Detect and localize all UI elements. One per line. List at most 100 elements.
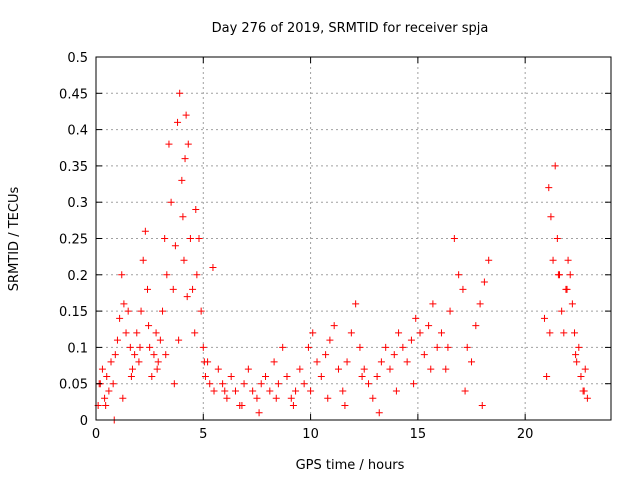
data-point — [390, 351, 398, 359]
data-point — [455, 271, 463, 279]
data-point — [150, 351, 158, 359]
data-point — [255, 409, 263, 417]
data-point — [442, 365, 450, 373]
plot-frame — [95, 56, 612, 421]
data-point — [210, 387, 218, 395]
y-tick-label: 0.25 — [59, 233, 88, 248]
data-point — [102, 401, 110, 409]
data-point — [145, 322, 153, 330]
data-point — [183, 293, 191, 301]
data-point — [551, 162, 559, 170]
data-point — [369, 394, 377, 402]
data-point — [107, 358, 115, 366]
data-point — [161, 235, 169, 242]
data-point — [373, 372, 381, 380]
y-axis-ticks: 0 0.05 0.1 0.15 0.2 0.25 0.3 0.35 0.4 0.45 0.5 — [59, 51, 611, 429]
data-point — [116, 314, 124, 322]
data-point — [317, 372, 325, 380]
data-point — [272, 394, 280, 402]
data-point — [313, 358, 321, 366]
data-point — [180, 256, 188, 264]
x-tick-label: 0 — [92, 427, 100, 442]
data-point — [577, 372, 585, 380]
data-point — [558, 307, 566, 315]
data-point — [386, 365, 394, 373]
data-point — [257, 380, 265, 388]
data-point — [240, 380, 248, 388]
data-point — [309, 329, 317, 337]
data-point — [159, 307, 167, 315]
data-point — [122, 329, 130, 337]
data-point — [113, 336, 121, 344]
data-point — [356, 343, 364, 351]
data-point — [169, 285, 177, 293]
data-point — [326, 336, 334, 344]
data-point — [307, 387, 315, 395]
data-point — [206, 380, 214, 388]
data-point — [98, 365, 106, 373]
data-point — [472, 322, 480, 330]
data-point — [437, 329, 445, 337]
data-point — [209, 264, 217, 272]
data-point — [427, 365, 435, 373]
data-point — [571, 329, 579, 337]
data-point — [186, 235, 194, 242]
data-point — [274, 380, 282, 388]
data-point — [410, 380, 418, 388]
data-point — [156, 336, 164, 344]
data-point — [105, 387, 113, 395]
data-point — [543, 372, 551, 380]
data-point — [459, 285, 467, 293]
data-point — [304, 343, 312, 351]
data-point — [545, 184, 553, 192]
data-point — [377, 358, 385, 366]
data-point — [119, 394, 127, 402]
data-point — [253, 394, 261, 402]
data-point — [334, 365, 342, 373]
data-point — [136, 343, 144, 351]
data-point — [360, 365, 368, 373]
data-point — [566, 271, 574, 279]
data-point — [167, 198, 175, 206]
x-tick-label: 5 — [199, 427, 207, 442]
y-tick-label: 0.5 — [67, 51, 88, 66]
data-point — [463, 343, 471, 351]
data-point — [296, 365, 304, 373]
data-point — [554, 271, 562, 279]
data-point — [446, 307, 454, 315]
data-point — [131, 351, 139, 359]
data-point — [126, 343, 134, 351]
x-axis-ticks: 0 5 10 15 20 — [92, 57, 533, 442]
data-point — [141, 227, 149, 235]
y-tick-label: 0.45 — [59, 87, 88, 102]
data-point — [573, 358, 581, 366]
y-tick-label: 0.15 — [59, 305, 88, 320]
data-point — [154, 358, 162, 366]
data-point — [197, 307, 205, 315]
data-point — [174, 118, 182, 126]
data-point — [124, 307, 132, 315]
grid-lines — [96, 57, 611, 420]
data-point — [244, 365, 252, 373]
data-points — [94, 89, 591, 424]
data-point — [444, 343, 452, 351]
data-point — [266, 387, 274, 395]
data-point — [111, 351, 119, 359]
data-point — [341, 401, 349, 409]
data-point — [547, 213, 555, 221]
data-point — [300, 380, 308, 388]
data-point — [347, 329, 355, 337]
data-point — [135, 358, 143, 366]
y-axis-label: SRMTID / TECUs — [7, 187, 22, 292]
data-point — [429, 300, 437, 308]
data-point — [200, 358, 208, 366]
data-point — [583, 394, 591, 402]
data-point — [399, 343, 407, 351]
data-point — [101, 394, 109, 402]
data-point — [461, 387, 469, 395]
data-point — [262, 372, 270, 380]
data-point — [395, 329, 403, 337]
data-point — [175, 336, 183, 344]
data-point — [416, 329, 424, 337]
data-point — [176, 89, 184, 97]
